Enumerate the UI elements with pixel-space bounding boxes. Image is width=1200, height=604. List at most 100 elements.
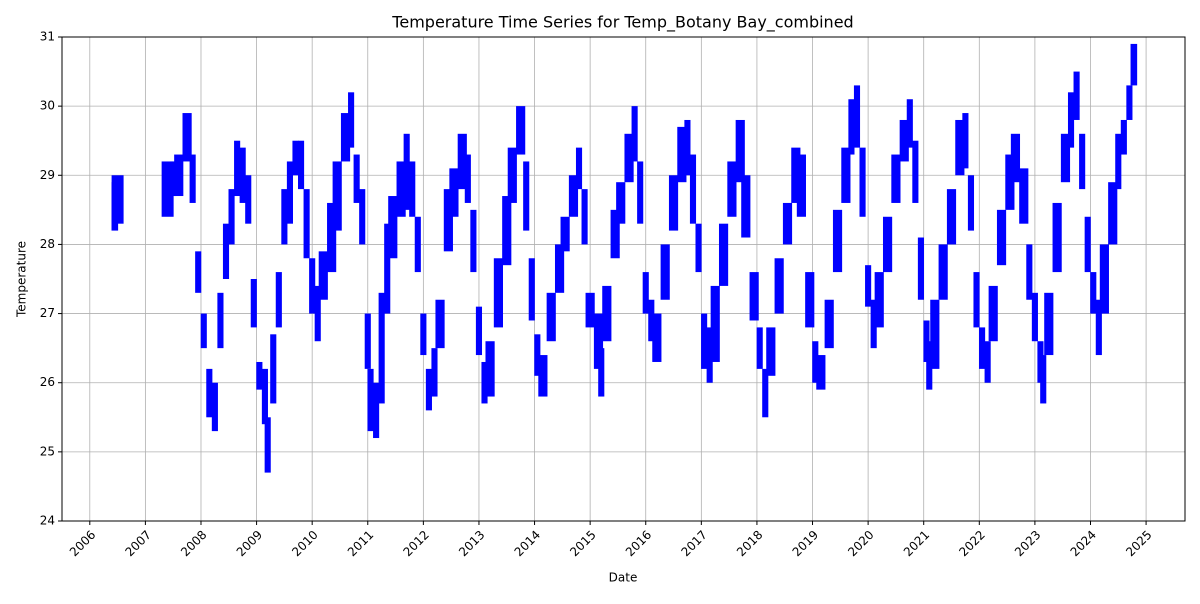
x-tick-label: 2013 [456, 528, 487, 559]
data-band [979, 327, 986, 369]
data-band [111, 175, 124, 224]
data-band [523, 161, 530, 231]
data-band [275, 272, 282, 328]
data-band [677, 126, 687, 183]
data-band [297, 140, 305, 190]
data-band [359, 189, 366, 245]
data-band [946, 189, 957, 245]
y-tick-label: 25 [40, 444, 55, 458]
data-band [554, 244, 565, 293]
x-tick-label: 2012 [400, 528, 431, 559]
x-tick-label: 2024 [1068, 528, 1099, 559]
x-tick-label: 2007 [122, 528, 153, 559]
x-tick-label: 2023 [1012, 528, 1043, 559]
data-band [631, 106, 638, 162]
x-tick-label: 2010 [289, 528, 320, 559]
data-band [538, 355, 548, 397]
data-band [256, 361, 263, 390]
data-band [234, 140, 241, 197]
x-tick-label: 2014 [512, 528, 543, 559]
data-band [581, 189, 588, 245]
data-band [718, 223, 729, 286]
data-band [706, 327, 713, 383]
x-tick-label: 2022 [956, 528, 987, 559]
data-band [239, 147, 246, 203]
data-band [891, 154, 901, 203]
data-band [420, 313, 427, 356]
data-band [200, 313, 207, 349]
data-band [660, 244, 670, 300]
x-tick-label: 2021 [901, 528, 932, 559]
data-band [353, 154, 360, 203]
data-band [431, 348, 438, 397]
data-band [560, 216, 570, 252]
data-band [899, 119, 909, 162]
data-band [195, 251, 202, 293]
x-tick-label: 2006 [67, 528, 98, 559]
data-band [812, 341, 819, 383]
data-band [493, 258, 503, 328]
data-band [593, 313, 604, 369]
data-band [1099, 244, 1109, 314]
data-band [648, 299, 655, 342]
data-band [1052, 202, 1062, 273]
data-band [1060, 133, 1071, 183]
data-band [367, 368, 374, 432]
data-band [727, 161, 737, 217]
data-band [245, 175, 252, 224]
data-band [388, 196, 398, 259]
data-band [457, 133, 467, 190]
data-band [1084, 216, 1091, 273]
x-tick-label: 2015 [567, 528, 598, 559]
data-band [984, 341, 991, 383]
data-band [327, 202, 337, 273]
data-band [637, 161, 644, 224]
data-band [435, 299, 445, 349]
data-band [973, 272, 980, 328]
x-tick-label: 2008 [178, 528, 209, 559]
data-band [1010, 133, 1021, 183]
x-tick-label: 2025 [1123, 528, 1154, 559]
data-band [996, 209, 1007, 266]
data-band [1005, 154, 1015, 210]
data-band [502, 196, 512, 266]
data-band [791, 147, 801, 203]
data-band [926, 341, 933, 390]
data-band [642, 272, 649, 314]
data-band [602, 285, 612, 342]
data-band [546, 292, 556, 342]
data-band [348, 92, 355, 148]
data-band [710, 285, 720, 362]
x-tick-label: 2018 [734, 528, 765, 559]
data-band [568, 175, 579, 217]
data-band [870, 299, 877, 349]
y-tick-label: 30 [40, 99, 55, 113]
data-band [616, 182, 626, 224]
y-tick-label: 31 [40, 30, 55, 44]
data-band [449, 168, 459, 217]
data-band [340, 113, 351, 162]
data-band [443, 189, 453, 252]
data-band [1095, 299, 1102, 356]
y-tick-label: 28 [40, 237, 55, 251]
data-band [575, 147, 583, 190]
data-band [364, 313, 371, 369]
data-band [762, 368, 769, 418]
data-band [853, 85, 861, 148]
data-band [689, 154, 697, 224]
data-band [988, 285, 998, 342]
data-band [668, 175, 679, 231]
data-band [610, 209, 620, 259]
data-band [396, 161, 406, 217]
data-band [701, 313, 708, 369]
data-band [303, 189, 310, 259]
data-band [384, 223, 391, 314]
x-axis-label: Date [609, 571, 638, 585]
data-band [414, 216, 421, 273]
data-band [1108, 182, 1118, 245]
y-tick-label: 29 [40, 168, 55, 182]
data-band [652, 313, 662, 362]
data-band [695, 223, 702, 273]
data-band [624, 133, 634, 183]
